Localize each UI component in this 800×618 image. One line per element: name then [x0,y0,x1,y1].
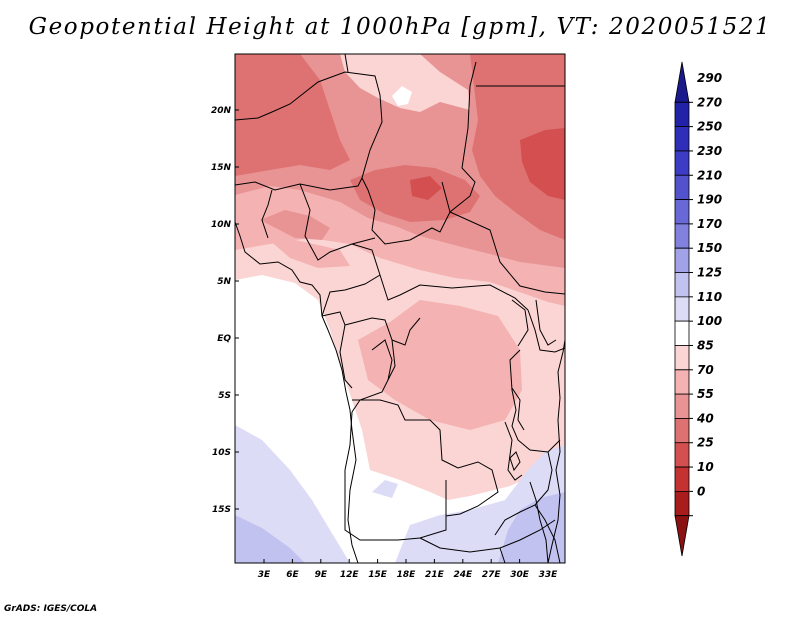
colorbar-segment [674,174,690,200]
field-red-northeast [470,54,565,240]
field-midblue-southeast [498,492,565,563]
lon-tick-label: 30E [510,570,530,580]
field-white-sahara-patch [392,86,412,106]
latitude-axis: 20N 15N 10N 5N EQ 5S 10S 15S [211,106,239,515]
colorbar-label: 10 [697,460,714,474]
lon-tick-label: 3E [258,570,271,580]
lat-tick-label: 10S [212,448,231,458]
field-strongred-east [520,128,565,200]
colorbar-label: 190 [697,193,722,207]
field-midblue-southwest [235,515,305,563]
colorbar-segment [674,466,690,492]
lon-tick-label: 27E [482,570,502,580]
lon-tick-label: 15E [368,570,388,580]
colorbar-segment [674,369,690,395]
colorbar-segment [674,490,690,517]
colorbar-segment [674,223,690,249]
field-rose-west-lobe [260,210,330,240]
colorbar-segment [674,199,690,225]
lat-tick-label: 10N [211,220,232,230]
lon-tick-label: 21E [425,570,445,580]
colorbar-segment [674,150,690,176]
colorbar-label: 270 [697,95,722,109]
credit-label: GrADS: IGES/COLA [4,604,98,614]
lon-tick-label: 6E [286,570,299,580]
coastline [235,221,565,563]
colorbar-segment [674,61,690,103]
colorbar-label: 170 [697,217,722,231]
colorbar-segment [674,247,690,273]
field-white-west [235,275,565,563]
colorbar-segment [674,515,690,557]
colorbar-segment [674,418,690,444]
colorbar-label: 25 [697,436,714,450]
map-panel: 20N 15N 10N 5N EQ 5S 10S 15S 3E 6E 9E 12E 15E 18E 21E… [211,53,566,580]
field-pink-northwest-wedge [260,232,350,268]
lat-tick-label: 15S [212,505,231,515]
colorbar-label: 40 [696,411,714,425]
lat-tick-label: 15N [211,163,232,173]
colorbar-label: 150 [697,241,722,255]
lat-tick-label: EQ [217,334,231,344]
height-field [235,54,565,563]
colorbar-segment [674,320,690,346]
colorbar: 2902702502302101901701501251101008570554… [674,61,722,557]
lat-tick-label: 20N [211,106,232,116]
longitude-axis: 3E 6E 9E 12E 15E 18E 21E 24E 27E 30E 33E [258,559,558,580]
colorbar-label: 55 [697,387,714,401]
lon-tick-label: 9E [315,570,328,580]
field-lightblue-patch [372,480,398,498]
colorbar-label: 100 [697,314,722,328]
colorbar-segment [674,296,690,322]
colorbar-label: 230 [697,144,722,158]
colorbar-segment [674,345,690,371]
colorbar-segment [674,101,690,128]
lat-tick-label: 5N [217,277,231,287]
colorbar-label: 290 [697,71,722,85]
lon-tick-label: 24E [453,570,473,580]
colorbar-label: 125 [697,266,722,280]
field-strongred-patch [410,176,442,200]
lon-tick-label: 33E [539,570,559,580]
colorbar-segment [674,126,690,152]
field-red-northwest [235,54,350,176]
colorbar-label: 0 [697,484,705,498]
field-pink-congo [358,300,522,430]
lon-tick-label: 12E [340,570,360,580]
colorbar-label: 250 [697,120,722,134]
colorbar-label: 210 [697,168,722,182]
chart-title: Geopotential Height at 1000hPa [gpm], VT… [28,14,772,40]
lat-tick-label: 5S [218,391,231,401]
colorbar-label: 85 [697,338,714,352]
colorbar-label: 70 [697,363,714,377]
colorbar-segment [674,393,690,419]
field-lightblue-southwest [235,425,350,563]
colorbar-segment [674,442,690,468]
country-borders [235,54,565,563]
lon-tick-label: 18E [397,570,417,580]
colorbar-segment [674,272,690,298]
field-pale-sahara [340,54,470,112]
colorbar-label: 110 [697,290,722,304]
map-frame [234,53,566,564]
